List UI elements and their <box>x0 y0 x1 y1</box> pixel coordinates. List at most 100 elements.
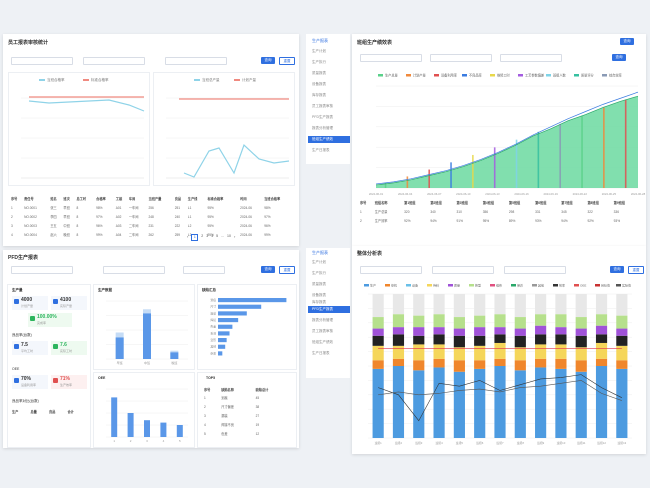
reset-button[interactable]: 重置 <box>279 57 295 65</box>
page-next[interactable]: › <box>233 234 236 239</box>
sidebar-item[interactable]: 员工报表审核 <box>312 104 333 108</box>
sidebar-item[interactable]: 质量报表 <box>312 282 326 286</box>
filter-input-1[interactable] <box>360 266 422 274</box>
sidebar-item[interactable]: 生产计划 <box>312 49 326 53</box>
stack-segment <box>413 327 425 336</box>
filter-input-2[interactable] <box>103 266 165 274</box>
filter-input-2[interactable] <box>83 57 145 65</box>
stripe-bar <box>428 169 430 188</box>
query-button-2[interactable]: 查询 <box>612 54 626 61</box>
filter-input-3[interactable] <box>165 57 227 65</box>
table-row[interactable]: 2 尺寸偏差 38 <box>204 402 290 411</box>
hbar <box>218 298 287 303</box>
table-row[interactable]: 2 NO.0002 李四 早班 8 97% A02 一车间 248 240 L1 95% 2024-06… <box>11 212 297 221</box>
reset-button[interactable]: 重置 <box>279 266 295 274</box>
sidebar-item-active[interactable]: 班组生产绩效 <box>308 136 350 143</box>
table-row[interactable]: 3 漏装 27 <box>204 411 290 420</box>
sidebar-item[interactable]: 生产执行 <box>312 271 326 275</box>
stack-segment <box>474 360 486 369</box>
table-cell: 2024-06 <box>240 223 252 228</box>
filter-input-2[interactable] <box>430 54 492 62</box>
sidebar-item[interactable]: 生产日报表 <box>312 351 330 355</box>
sidebar-item[interactable]: PFD生产报表 <box>312 115 333 119</box>
table-cell: 93% <box>613 218 621 223</box>
filter-input-3[interactable] <box>183 266 225 274</box>
team-table: 序号 班组名称 第1班组 第2班组 第3班组 第4班组 第5班组 第6班组 第7班组 第8班组 第9… <box>360 198 640 225</box>
page-button[interactable]: 3 <box>206 234 209 238</box>
table-cell: 2 <box>204 404 206 409</box>
sidebar-item[interactable]: 班组生产绩效 <box>312 340 333 344</box>
output-chart-card: 生产数据 早班 中班 晚班 <box>93 284 195 370</box>
legend-swatch <box>511 284 516 287</box>
y-tick-label: 变形 <box>210 338 216 342</box>
stack-segment <box>514 360 526 371</box>
table-row[interactable]: 1 NO.0001 张三 早班 8 98% A01 一车间 256 251 L1 95% 2024-06… <box>11 203 297 212</box>
stack-segment <box>555 358 567 369</box>
page-button[interactable]: 2 <box>201 234 204 238</box>
sidebar-item[interactable]: 员工报表审核 <box>312 329 333 333</box>
stack-segment <box>535 334 547 345</box>
series-line <box>378 374 622 422</box>
stack-segment <box>392 294 405 315</box>
table-row[interactable]: 4 焊接不良 19 <box>204 420 290 429</box>
x-tick-label: 晚班 <box>171 360 177 365</box>
reset-button[interactable]: 重置 <box>628 266 644 274</box>
sidebar-item[interactable]: 设备报表 <box>312 293 326 297</box>
oee-chart-card: OEE 1 2 3 4 5 <box>93 372 195 448</box>
filter-input-1[interactable] <box>11 57 73 65</box>
filter-input-3[interactable] <box>500 54 562 62</box>
sidebar-item[interactable]: 报表分析管理 <box>312 318 333 322</box>
panel-overall-analysis: 整体分析表 查询 重置 生产 停机 设备 待料 质量 换型 维修 保养 其他 效率 OEE 目标值 实际… <box>352 246 646 454</box>
sidebar-item-active[interactable]: PFD生产报表 <box>308 306 350 313</box>
x-tick-label: 班组1 <box>375 441 383 445</box>
sidebar-item[interactable]: 设备报表 <box>312 82 326 86</box>
table-cell: 89% <box>508 218 516 223</box>
page-button[interactable]: 5 <box>216 234 219 238</box>
table-cell: 1 <box>11 205 13 210</box>
sidebar-item[interactable]: 生产日报表 <box>312 148 330 152</box>
section-label: 良品率(台数) <box>12 333 32 337</box>
table-cell: 97% <box>264 214 271 219</box>
page-button[interactable]: 1 <box>191 234 199 241</box>
sidebar-item[interactable]: 库存报表 <box>312 300 326 304</box>
sidebar-item[interactable]: 生产计划 <box>312 260 326 264</box>
legend-label: 效率 <box>559 283 565 288</box>
query-button[interactable]: 查询 <box>620 38 634 45</box>
query-button[interactable]: 查询 <box>261 57 275 64</box>
table-row[interactable]: 3 NO.0003 王五 中班 8 96% A03 二车间 231 222 L2 95% 2024-06… <box>11 221 297 230</box>
table-row[interactable]: 1 划痕 45 <box>204 393 290 402</box>
table-cell: 95% <box>482 218 490 223</box>
page-button[interactable]: 4 <box>211 234 214 238</box>
sidebar-item[interactable]: 报表分析管理 <box>312 126 333 130</box>
sidebar-item[interactable]: 质量报表 <box>312 71 326 75</box>
stat-label: 计划产量 <box>21 304 34 308</box>
y-tick-label: 杂质 <box>210 351 216 355</box>
table-header-row: 序号 缺陷名称 缺陷总计 <box>204 385 290 393</box>
y-tick-label: 色差 <box>210 325 216 329</box>
stat-value: 100.00% <box>37 314 57 320</box>
stripe-bar <box>406 176 409 188</box>
page-prev[interactable]: ‹ <box>187 234 189 239</box>
page-button[interactable]: ... <box>221 234 225 238</box>
filter-input-2[interactable] <box>432 266 494 274</box>
page-button[interactable]: 10 <box>227 234 231 238</box>
col-header: 第7班组 <box>561 201 573 205</box>
table-row[interactable]: 4 NO.0004 赵六 晚班 8 99% A04 二车间 262 259 L2 95% 2024-06… <box>11 230 297 239</box>
query-button[interactable]: 查询 <box>610 266 624 273</box>
sidebar-top: 生产报表 生产计划 生产执行 质量报表 设备报表 库存报表 员工报表审核 PFD… <box>306 34 350 164</box>
table-row[interactable]: 5 色差 12 <box>204 429 290 438</box>
filter-input-3[interactable] <box>504 266 566 274</box>
legend-label: 目标值 <box>601 283 610 288</box>
stat-label: 平均工时 <box>21 349 34 353</box>
sidebar-item[interactable]: 库存报表 <box>312 93 326 97</box>
table-row[interactable]: 1 生产总量 320 340 310 356 298 331 345 322 336 <box>360 207 640 216</box>
sidebar-item[interactable]: 生产执行 <box>312 60 326 64</box>
filter-input-1[interactable] <box>360 54 422 62</box>
table-row[interactable]: 2 生产效率 92% 94% 91% 95% 89% 93% 94% 92% 93% <box>360 216 640 225</box>
filter-input-1[interactable] <box>11 266 73 274</box>
query-button[interactable]: 查询 <box>261 266 275 273</box>
legend-swatch <box>490 284 495 287</box>
table-cell: 45 <box>255 395 260 400</box>
pass-rate-line <box>28 99 145 112</box>
stack-segment <box>494 358 506 366</box>
